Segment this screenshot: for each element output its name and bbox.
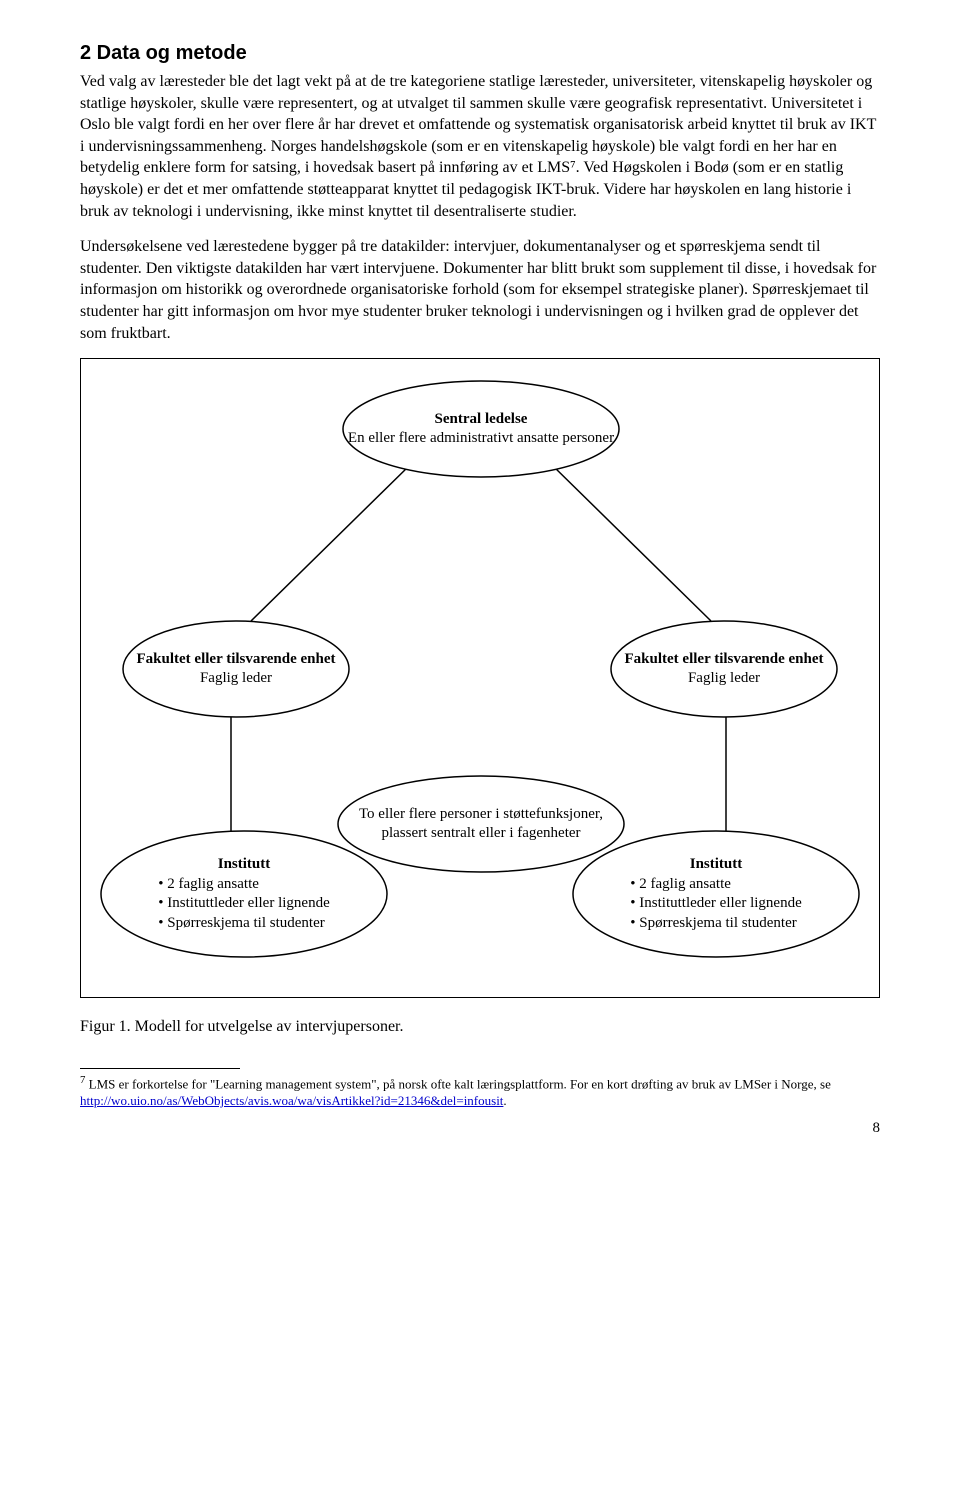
footnote-link[interactable]: http://wo.uio.no/as/WebObjects/avis.woa/… bbox=[80, 1093, 503, 1108]
node-title: Sentral ledelse bbox=[435, 410, 528, 430]
node-title: Institutt bbox=[690, 855, 743, 875]
footnote-text-b: . bbox=[503, 1093, 506, 1108]
section-heading: 2 Data og metode bbox=[80, 40, 880, 67]
paragraph-1: Ved valg av læresteder ble det lagt vekt… bbox=[80, 71, 880, 222]
page-number: 8 bbox=[80, 1118, 880, 1138]
paragraph-2: Undersøkelsene ved lærestedene bygger på… bbox=[80, 236, 880, 344]
footnote: 7 LMS er forkortelse for "Learning manag… bbox=[80, 1073, 880, 1110]
node-fakultet-right: Fakultet eller tilsvarende enhet Faglig … bbox=[609, 619, 839, 719]
node-item-list: 2 faglig ansatteInstituttleder eller lig… bbox=[618, 875, 813, 934]
node-title: Institutt bbox=[218, 855, 271, 875]
org-diagram: Sentral ledelse En eller flere administr… bbox=[80, 358, 880, 998]
footnote-text-a: LMS er forkortelse for "Learning managem… bbox=[85, 1076, 830, 1091]
node-list-item: Spørreskjema til studenter bbox=[158, 914, 329, 934]
node-sentral-ledelse: Sentral ledelse En eller flere administr… bbox=[341, 379, 621, 479]
node-institutt-left: Institutt 2 faglig ansatteInstituttleder… bbox=[99, 829, 389, 959]
node-institutt-right: Institutt 2 faglig ansatteInstituttleder… bbox=[571, 829, 861, 959]
node-list-item: 2 faglig ansatte bbox=[630, 875, 801, 895]
node-title: Fakultet eller tilsvarende enhet bbox=[137, 650, 336, 670]
footnote-separator bbox=[80, 1068, 240, 1069]
figure-caption: Figur 1. Modell for utvelgelse av interv… bbox=[80, 1016, 880, 1038]
node-list-item: Instituttleder eller lignende bbox=[630, 894, 801, 914]
node-title: Fakultet eller tilsvarende enhet bbox=[625, 650, 824, 670]
node-fakultet-left: Fakultet eller tilsvarende enhet Faglig … bbox=[121, 619, 351, 719]
node-subtitle: En eller flere administrativt ansatte pe… bbox=[348, 429, 614, 449]
node-item-list: 2 faglig ansatteInstituttleder eller lig… bbox=[146, 875, 341, 934]
node-subtitle: Faglig leder bbox=[688, 669, 760, 689]
node-subtitle: Faglig leder bbox=[200, 669, 272, 689]
node-list-item: 2 faglig ansatte bbox=[158, 875, 329, 895]
node-list-item: Instituttleder eller lignende bbox=[158, 894, 329, 914]
node-list-item: Spørreskjema til studenter bbox=[630, 914, 801, 934]
